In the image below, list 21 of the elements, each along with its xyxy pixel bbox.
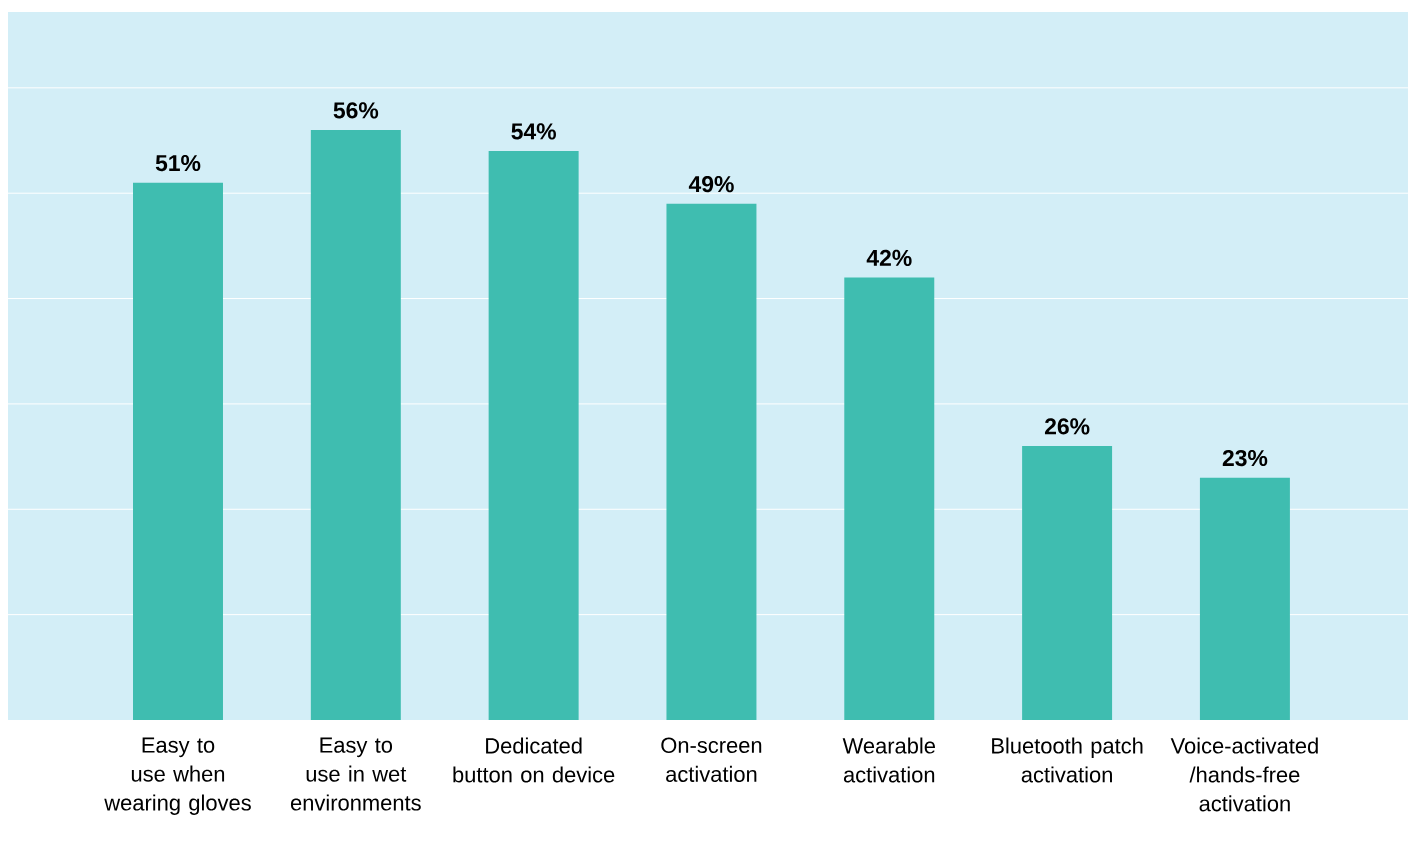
x-tick-label: Easy to use in wet environments — [290, 737, 421, 811]
data-label: 54% — [511, 123, 556, 140]
bar — [1022, 446, 1113, 720]
data-label: 42% — [866, 249, 912, 266]
bar — [488, 151, 579, 720]
bar — [844, 277, 935, 720]
x-tick-label: Voice-activated /hands-free activation — [1170, 737, 1318, 812]
bar — [666, 203, 757, 720]
x-tick-label: Bluetooth patch activation — [992, 737, 1143, 783]
bar — [133, 182, 223, 720]
x-tick-label: Easy to use when wearing gloves — [104, 737, 251, 815]
x-tick-label: Wearable activation — [842, 737, 935, 783]
data-label: 49% — [688, 175, 734, 193]
data-label: 23% — [1222, 449, 1268, 467]
data-label: 26% — [1044, 418, 1090, 435]
data-label: 56% — [333, 102, 379, 119]
bar — [310, 129, 401, 720]
bar — [1199, 477, 1290, 720]
data-label: 51% — [155, 154, 201, 172]
x-tick-label: On-screen activation — [661, 737, 762, 782]
x-tick-label: Dedicated button on device — [453, 737, 615, 783]
